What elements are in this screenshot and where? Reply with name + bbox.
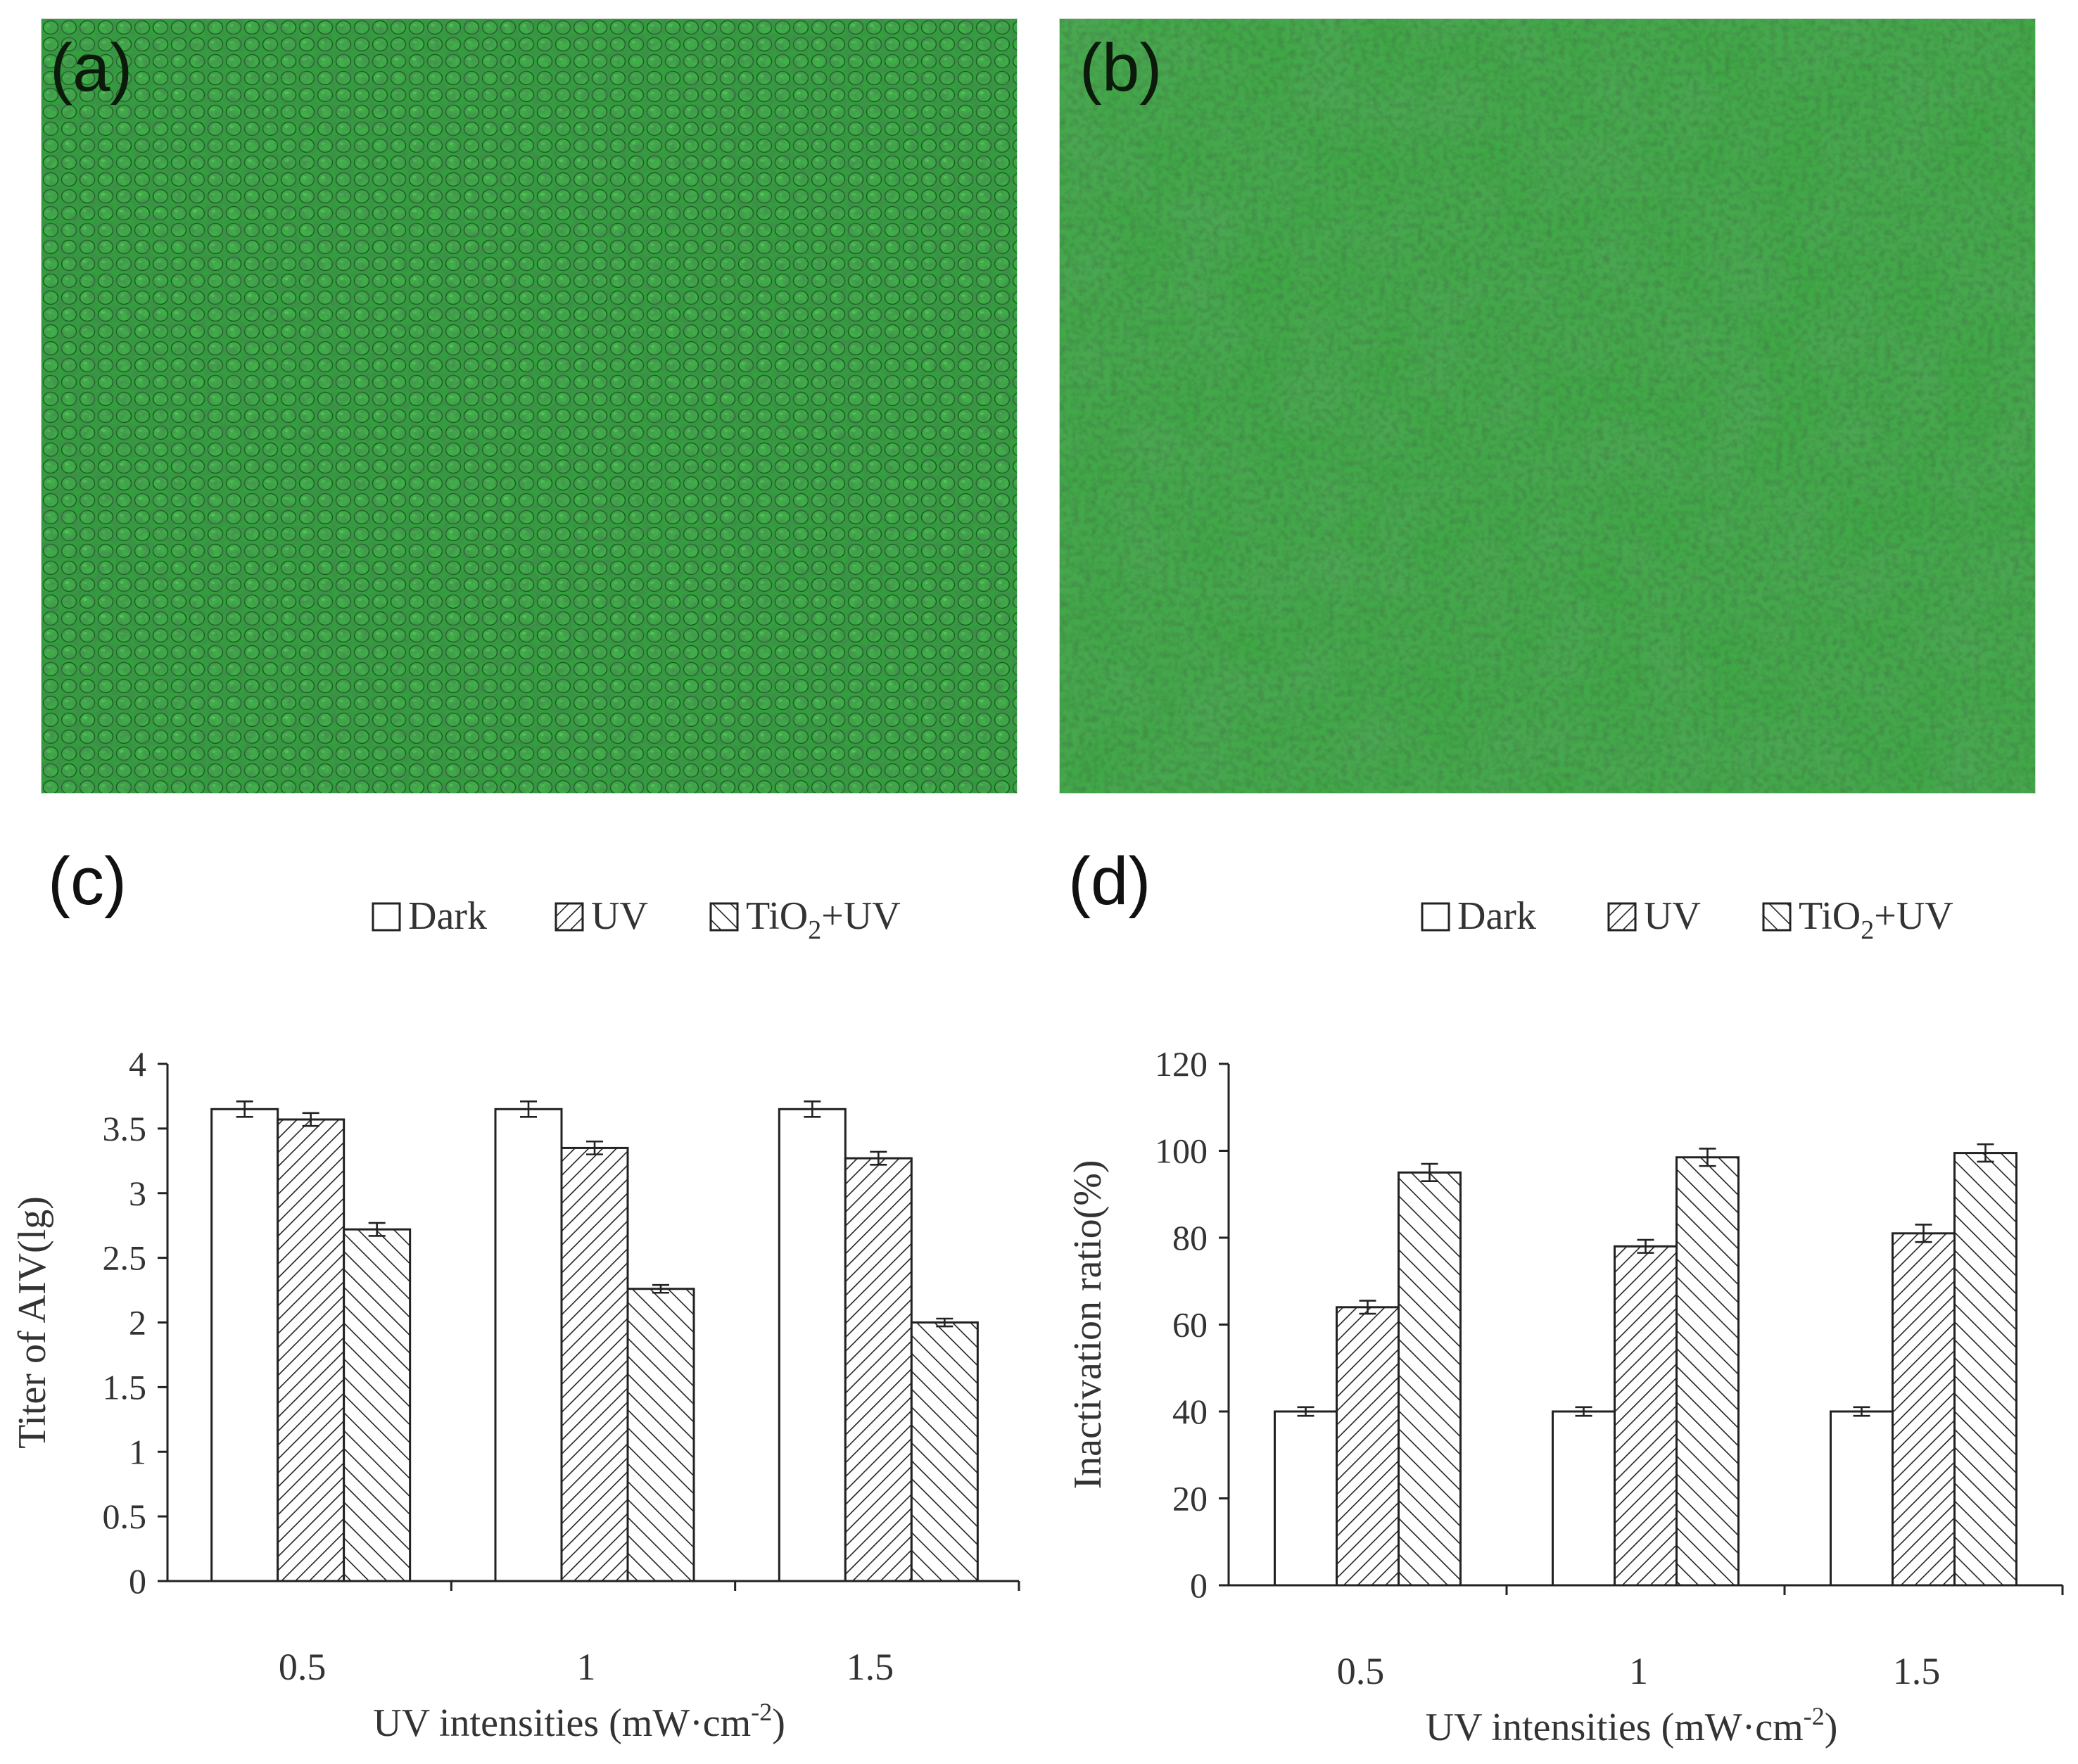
- micrograph-a-image: [42, 19, 1017, 793]
- chart-inactivation: 0 20 40 60 80 100 120 0.5 1 1.5 UV intensities (mW…: [1066, 894, 2064, 1749]
- y-tick-label: 0: [1190, 1566, 1208, 1605]
- y-tick-label: 1: [129, 1432, 146, 1471]
- bar-dark-1: [1552, 1410, 1616, 1587]
- y-tick-label: 120: [1155, 1044, 1208, 1084]
- bar-tio2-uv-0.5: [1398, 1171, 1462, 1587]
- error-bar: [1637, 1238, 1654, 1254]
- x-axis-label: UV intensities (mW·cm-2): [1426, 1702, 1838, 1749]
- bar-uv-1.5: [1892, 1232, 1956, 1587]
- panel-label-c: (c): [48, 844, 127, 919]
- error-bar: [302, 1112, 319, 1127]
- bar-tio2-uv-0.5: [343, 1228, 412, 1582]
- bar-uv-0.5: [277, 1118, 346, 1582]
- bar-dark-1.5: [778, 1108, 847, 1582]
- error-bar: [1699, 1148, 1716, 1167]
- y-tick-label: 3.5: [103, 1109, 147, 1148]
- error-bar: [586, 1140, 603, 1155]
- bar-uv-1: [1614, 1245, 1678, 1587]
- y-axis-label: Inactivation ratio(%): [1066, 1160, 1110, 1489]
- legend-label: UV: [1644, 894, 1701, 938]
- y-tick-label: 2.5: [103, 1238, 147, 1278]
- x-tick-label: 0.5: [279, 1646, 327, 1688]
- error-bar: [1421, 1162, 1438, 1183]
- error-bar: [520, 1100, 537, 1118]
- legend-swatch: [1607, 902, 1637, 932]
- x-tick-label: 1: [577, 1646, 596, 1688]
- micrograph-b-image: [1060, 19, 2035, 793]
- error-bar: [1575, 1406, 1592, 1417]
- micrograph-a: (a): [41, 18, 1018, 794]
- y-tick-label: 1.5: [103, 1367, 147, 1407]
- error-bar: [936, 1317, 954, 1328]
- x-tick-label: 1: [1629, 1650, 1648, 1692]
- legend-swatch: [1421, 902, 1450, 932]
- y-tick-label: 3: [129, 1174, 146, 1213]
- error-bar: [1977, 1143, 1994, 1163]
- error-bar: [1297, 1406, 1314, 1417]
- bar-tio2-uv-1.5: [910, 1321, 979, 1582]
- legend-label: Dark: [1457, 894, 1536, 938]
- y-tick-label: 60: [1172, 1305, 1208, 1345]
- y-tick-label: 0: [129, 1561, 146, 1601]
- panel-label-b: (b): [1079, 30, 1162, 106]
- x-tick-label: 0.5: [1337, 1650, 1385, 1692]
- error-bar: [870, 1150, 887, 1166]
- bar-dark-0.5: [210, 1108, 279, 1582]
- legend-label: UV: [591, 894, 648, 938]
- y-tick-label: 40: [1172, 1392, 1208, 1431]
- error-bar: [368, 1222, 386, 1237]
- error-bar: [1915, 1224, 1932, 1243]
- bar-dark-1.5: [1830, 1410, 1894, 1587]
- panel-label-d: (d): [1068, 844, 1151, 919]
- legend-swatch: [1762, 902, 1792, 932]
- y-tick-label: 100: [1155, 1131, 1208, 1171]
- bar-uv-0.5: [1336, 1306, 1400, 1587]
- legend-label: TiO2+UV: [1799, 894, 1953, 945]
- bar-dark-1: [494, 1108, 563, 1582]
- legend-swatch: [372, 902, 401, 932]
- bar-uv-1.5: [844, 1157, 913, 1582]
- legend-label: Dark: [408, 894, 487, 938]
- bar-tio2-uv-1.5: [1953, 1152, 2017, 1587]
- micrograph-b: (b): [1059, 18, 2036, 794]
- bar-uv-1: [560, 1146, 629, 1582]
- y-tick-label: 2: [129, 1303, 146, 1343]
- bar-tio2-uv-1: [626, 1288, 695, 1582]
- y-tick-label: 0.5: [103, 1497, 147, 1536]
- y-tick-label: 80: [1172, 1218, 1208, 1257]
- chart-titer: 0 0.5 1 1.5 2 2.5 3 3.5 4 0.5 1 1.5 UV intensities (…: [11, 894, 1020, 1745]
- legend-swatch: [709, 902, 739, 932]
- x-axis-label: UV intensities (mW·cm-2): [373, 1698, 785, 1745]
- legend-label: TiO2+UV: [746, 894, 901, 945]
- y-tick-label: 4: [129, 1044, 146, 1084]
- y-axis-label: Titer of AIV(lg): [11, 1196, 54, 1449]
- error-bar: [652, 1283, 669, 1294]
- error-bar: [804, 1100, 821, 1118]
- panel-label-a: (a): [50, 30, 133, 106]
- error-bar: [236, 1100, 253, 1118]
- x-tick-label: 1.5: [847, 1646, 894, 1688]
- x-tick-label: 1.5: [1893, 1650, 1941, 1692]
- bar-dark-0.5: [1274, 1410, 1338, 1587]
- error-bar: [1359, 1300, 1376, 1315]
- bar-tio2-uv-1: [1675, 1156, 1740, 1587]
- legend-swatch: [555, 902, 584, 932]
- y-tick-label: 20: [1172, 1479, 1208, 1518]
- error-bar: [1853, 1406, 1870, 1417]
